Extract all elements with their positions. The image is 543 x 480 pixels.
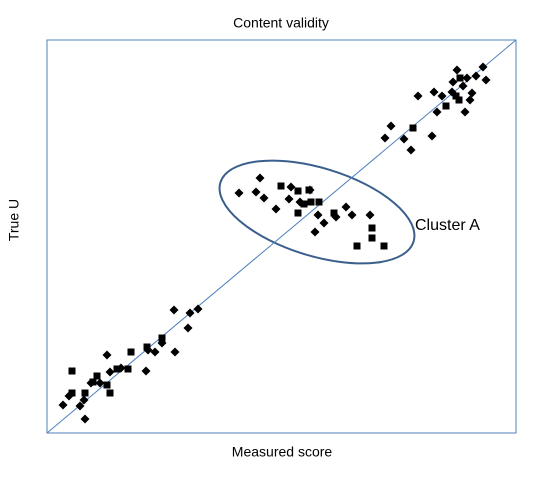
square-point [409, 124, 417, 132]
diamond-point [310, 227, 320, 237]
cluster-ellipse [218, 159, 416, 265]
diamond-point [406, 145, 416, 155]
square-point [277, 182, 285, 190]
diamond-point [429, 87, 439, 97]
square-point [113, 365, 121, 373]
diamond-point [460, 107, 470, 117]
square-point [300, 200, 308, 208]
diamond-point [102, 350, 112, 360]
diamond-point [251, 187, 261, 197]
square-point [307, 198, 315, 206]
diamond-point [58, 400, 68, 410]
square-point [353, 242, 361, 250]
diamond-point [95, 378, 105, 388]
diamond-point [80, 414, 90, 424]
chart-title: Content validity [233, 15, 329, 31]
square-point [106, 389, 114, 397]
x-axis-label: Measured score [232, 444, 333, 460]
square-point [103, 381, 111, 389]
diamond-point [465, 95, 475, 105]
diamond-point [471, 71, 481, 81]
diamond-point [259, 193, 269, 203]
diamond-point [271, 204, 281, 214]
diamond-point [79, 395, 89, 405]
square-point [93, 372, 101, 380]
diamond-point [462, 73, 472, 83]
diamond-point [448, 77, 458, 87]
annotation: Cluster A [415, 217, 480, 234]
diamond-point [313, 210, 323, 220]
diamond-point [141, 366, 151, 376]
square-point [442, 102, 450, 110]
plot-frame [46, 39, 517, 434]
diamond-point [365, 210, 375, 220]
square-point [68, 367, 76, 375]
diamond-point [105, 367, 115, 377]
diamond-point [341, 202, 351, 212]
diamond-point [481, 75, 491, 85]
square-point [455, 96, 463, 104]
diamond-point [169, 305, 179, 315]
diamond-point [234, 188, 244, 198]
diamond-point [347, 210, 357, 220]
square-point [315, 198, 323, 206]
square-point [124, 365, 132, 373]
diamond-point [437, 91, 447, 101]
square-point [456, 74, 464, 82]
diamond-point [432, 107, 442, 117]
diamond-point [183, 323, 193, 333]
square-point [89, 378, 97, 386]
square-point [127, 348, 135, 356]
diamond-point [75, 401, 85, 411]
diamond-point [478, 62, 488, 72]
diamond-point [185, 308, 195, 318]
square-point [368, 234, 376, 242]
diamond-point [458, 81, 468, 91]
diamond-point [427, 131, 437, 141]
diamond-point [284, 194, 294, 204]
y-axis-label: True U [6, 199, 22, 241]
square-point [158, 334, 166, 342]
square-point [368, 224, 376, 232]
square-point [143, 343, 151, 351]
diamond-point [386, 121, 396, 131]
diamond-point [286, 182, 296, 192]
diamond-point [399, 134, 409, 144]
square-point [68, 389, 76, 397]
diamond-point [193, 304, 203, 314]
diagonal-line [46, 39, 517, 434]
diamond-point [452, 65, 462, 75]
diamond-point [255, 173, 265, 183]
diamond-point [380, 133, 390, 143]
square-point [305, 186, 313, 194]
diamond-point [150, 347, 160, 357]
diamond-point [467, 88, 477, 98]
square-point [294, 187, 302, 195]
square-point [380, 242, 388, 250]
square-point [330, 209, 338, 217]
diamond-point [413, 91, 423, 101]
diamond-point [170, 347, 180, 357]
square-point [81, 389, 89, 397]
square-point [294, 209, 302, 217]
diamond-point [319, 218, 329, 228]
square-point [452, 92, 460, 100]
